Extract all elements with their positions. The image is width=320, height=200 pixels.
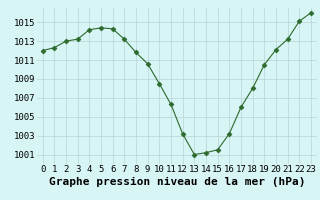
X-axis label: Graphe pression niveau de la mer (hPa): Graphe pression niveau de la mer (hPa) <box>49 177 305 187</box>
